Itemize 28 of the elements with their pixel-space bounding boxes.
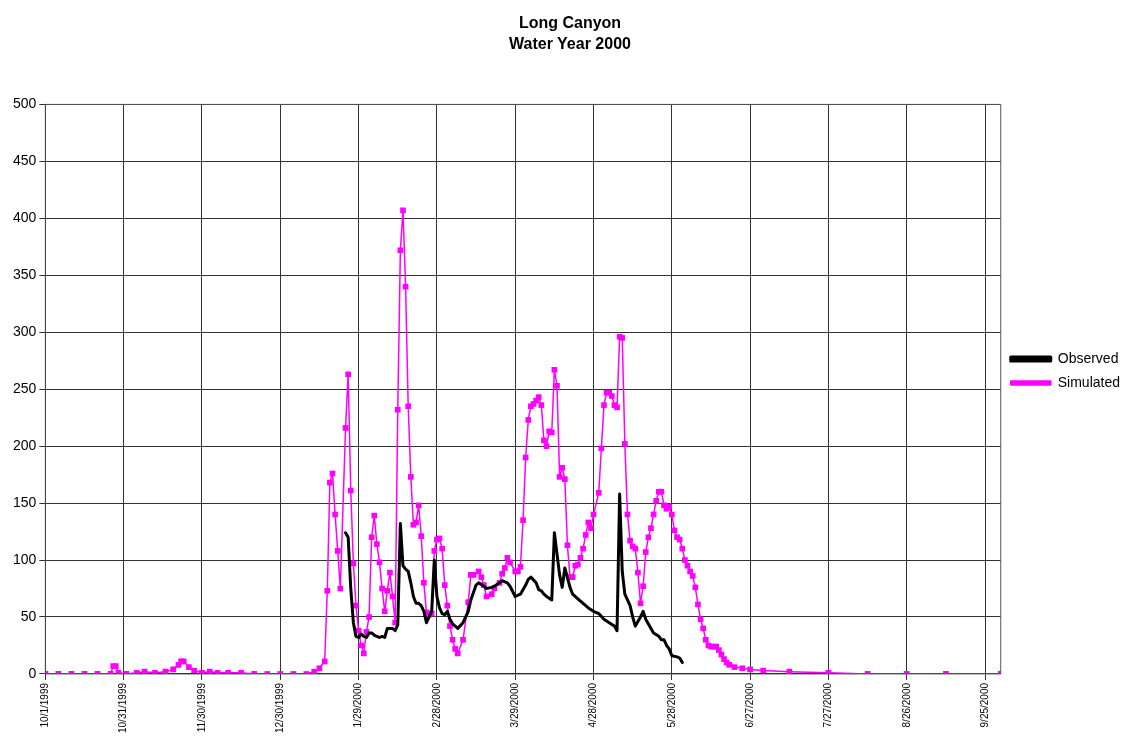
x-tick-label: 10/31/1999	[117, 682, 129, 734]
x-tick-label: 5/28/2000	[665, 682, 677, 728]
x-tick-label: 10/1/1999	[39, 682, 51, 728]
y-tick-label: 150	[13, 493, 37, 510]
x-tick-label: 12/30/1999	[274, 682, 286, 734]
x-tick-label: 6/27/2000	[743, 682, 755, 728]
y-tick-label: 250	[13, 380, 37, 397]
x-tick-label: 1/29/2000	[352, 682, 364, 728]
y-tick-label: 450	[13, 152, 37, 169]
x-tick-label: 2/28/2000	[430, 682, 442, 728]
legend-label: Observed	[1057, 349, 1119, 366]
chart-subtitle: Water Year 2000	[509, 35, 632, 53]
x-tick-label: 3/29/2000	[508, 682, 520, 728]
y-tick-label: 200	[13, 436, 37, 453]
y-tick-label: 300	[13, 323, 37, 340]
y-tick-label: 350	[13, 266, 37, 283]
y-tick-label: 100	[13, 550, 37, 567]
x-tick-label: 4/28/2000	[587, 682, 599, 728]
x-tick-label: 11/30/1999	[195, 682, 207, 733]
y-tick-label: 50	[20, 607, 37, 624]
chart-title: Long Canyon	[518, 14, 622, 32]
legend-label: Simulated	[1057, 373, 1121, 390]
x-tick-label: 7/27/2000	[822, 682, 834, 728]
x-tick-label: 9/25/2000	[978, 682, 990, 728]
y-tick-label: 0	[28, 664, 37, 681]
x-tick-label: 8/26/2000	[900, 682, 912, 728]
y-tick-label: 400	[13, 209, 37, 226]
y-tick-label: 500	[13, 95, 37, 112]
